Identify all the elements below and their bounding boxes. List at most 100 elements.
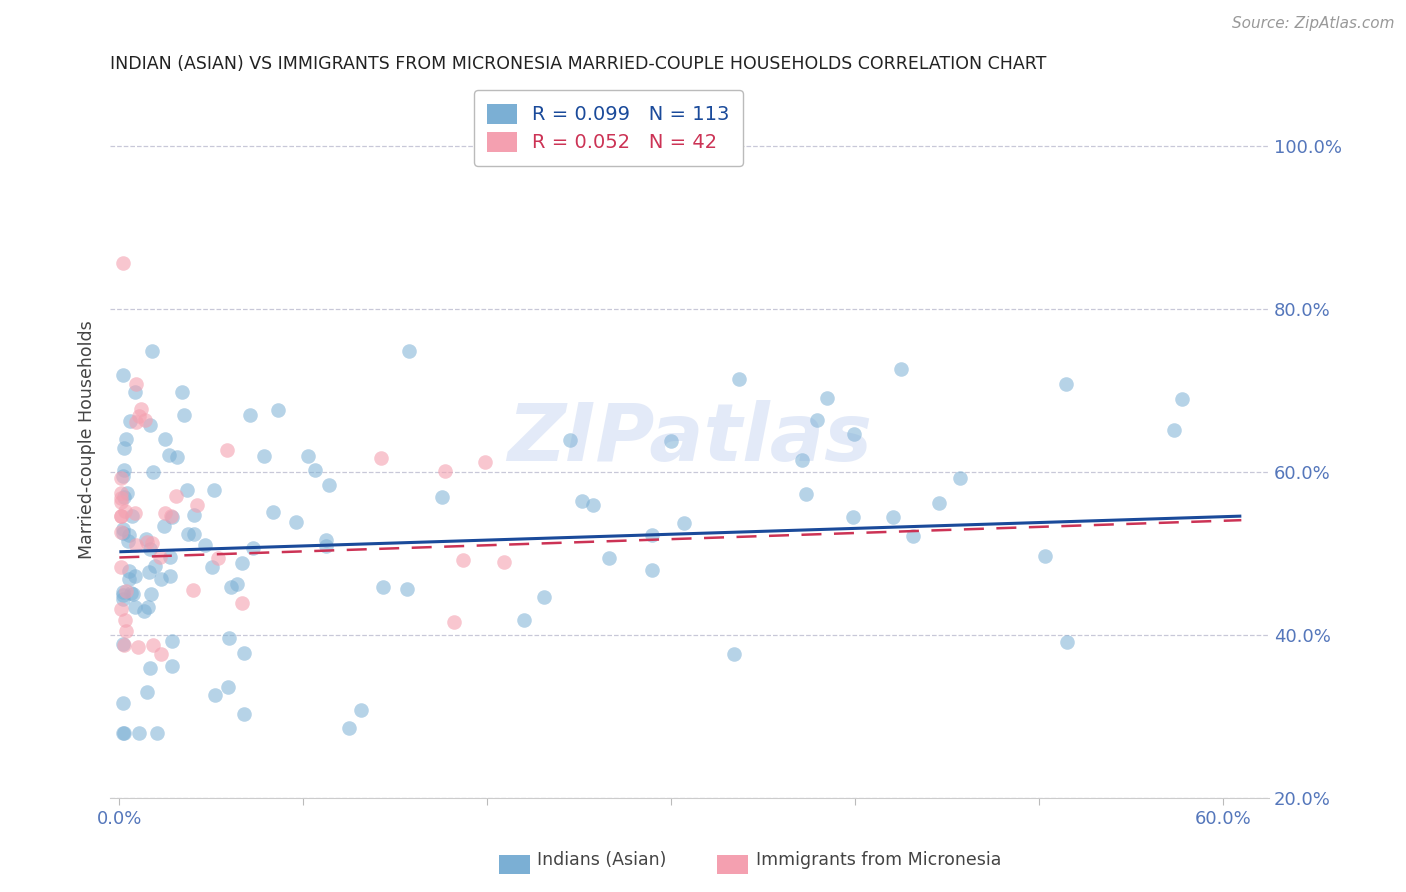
- Point: [128, 409, 150, 424]
- Point: [513, 613, 536, 627]
- Point: [112, 522, 135, 536]
- Point: [903, 529, 925, 543]
- Point: [672, 516, 695, 530]
- Point: [253, 450, 276, 464]
- Point: [242, 541, 264, 556]
- Point: [124, 506, 146, 520]
- Point: [183, 508, 205, 523]
- Point: [659, 434, 682, 448]
- Point: [110, 491, 132, 505]
- Point: [285, 515, 308, 529]
- Point: [318, 478, 340, 492]
- Point: [806, 412, 828, 426]
- Point: [160, 633, 183, 648]
- Point: [443, 615, 465, 630]
- Point: [114, 504, 136, 518]
- Point: [112, 585, 135, 599]
- Point: [110, 495, 132, 509]
- Point: [882, 510, 904, 524]
- Point: [582, 498, 605, 512]
- Y-axis label: Married-couple Households: Married-couple Households: [79, 320, 96, 558]
- Point: [127, 640, 149, 655]
- Point: [815, 392, 838, 406]
- Point: [120, 414, 142, 428]
- Point: [112, 526, 135, 541]
- Point: [201, 560, 224, 574]
- Point: [170, 384, 193, 399]
- Point: [160, 659, 183, 673]
- Point: [176, 526, 198, 541]
- Point: [141, 536, 163, 550]
- Point: [142, 639, 165, 653]
- Point: [122, 586, 145, 600]
- Point: [315, 539, 337, 553]
- Point: [145, 726, 167, 740]
- Point: [218, 631, 240, 645]
- Point: [173, 408, 195, 422]
- Point: [118, 572, 141, 586]
- Point: [124, 538, 146, 552]
- Point: [112, 468, 135, 483]
- Text: ZIPatlas: ZIPatlas: [508, 401, 872, 478]
- Point: [186, 499, 208, 513]
- Point: [434, 464, 457, 478]
- Point: [398, 344, 420, 359]
- Point: [138, 565, 160, 579]
- Point: [112, 490, 135, 504]
- Point: [136, 599, 159, 614]
- Point: [112, 637, 135, 651]
- Point: [139, 661, 162, 675]
- Point: [217, 680, 239, 694]
- Point: [110, 602, 132, 616]
- Point: [474, 455, 496, 469]
- Point: [266, 403, 288, 417]
- Point: [194, 538, 217, 552]
- Point: [231, 596, 253, 610]
- Point: [124, 415, 146, 429]
- Point: [794, 487, 817, 501]
- Point: [165, 489, 187, 503]
- Point: [560, 434, 582, 448]
- Point: [112, 697, 135, 711]
- Point: [150, 647, 173, 661]
- Point: [598, 551, 620, 566]
- Point: [430, 490, 453, 504]
- Point: [304, 463, 326, 477]
- Point: [159, 569, 181, 583]
- Point: [110, 486, 132, 500]
- Point: [1056, 634, 1078, 648]
- Point: [1163, 423, 1185, 437]
- Point: [115, 486, 138, 500]
- Point: [112, 256, 135, 270]
- Point: [132, 604, 155, 618]
- Point: [118, 527, 141, 541]
- Point: [337, 722, 360, 736]
- Point: [790, 453, 813, 467]
- Point: [640, 562, 662, 576]
- Point: [1171, 392, 1194, 407]
- Point: [181, 583, 204, 598]
- Point: [110, 471, 132, 485]
- Point: [571, 494, 593, 508]
- Point: [232, 646, 254, 660]
- Point: [183, 526, 205, 541]
- Point: [176, 483, 198, 497]
- Point: [124, 599, 146, 614]
- Point: [112, 726, 135, 740]
- Point: [118, 564, 141, 578]
- Point: [124, 569, 146, 583]
- Point: [121, 509, 143, 524]
- Point: [890, 362, 912, 376]
- Point: [112, 592, 135, 607]
- Point: [139, 587, 162, 601]
- Point: [139, 541, 162, 556]
- Point: [117, 533, 139, 548]
- Point: [928, 495, 950, 509]
- Point: [1054, 376, 1077, 391]
- Point: [166, 450, 188, 465]
- Point: [533, 591, 555, 605]
- Point: [157, 448, 180, 462]
- Point: [112, 726, 135, 740]
- Point: [226, 577, 249, 591]
- Point: [219, 580, 242, 594]
